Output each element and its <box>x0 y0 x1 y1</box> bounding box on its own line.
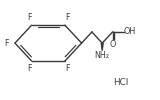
Text: F: F <box>27 13 32 22</box>
Text: F: F <box>65 13 70 22</box>
Text: F: F <box>27 64 32 73</box>
Text: F: F <box>4 39 8 48</box>
Text: HCl: HCl <box>114 78 129 87</box>
Text: F: F <box>65 64 70 73</box>
Text: O: O <box>109 40 116 49</box>
Polygon shape <box>101 43 103 50</box>
Text: OH: OH <box>124 28 136 36</box>
Text: NH₂: NH₂ <box>95 51 110 60</box>
